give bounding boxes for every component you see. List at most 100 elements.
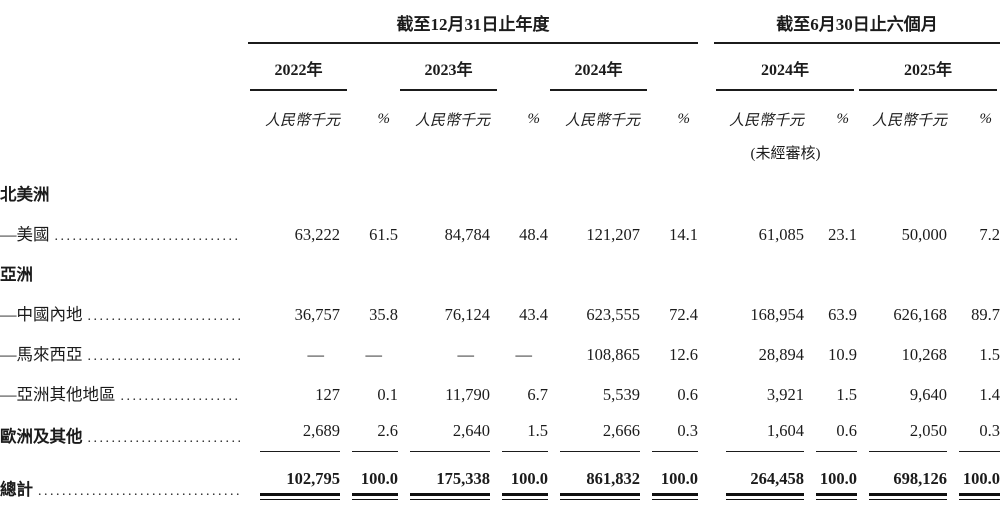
year-header-2025-interim: 2025年 <box>857 43 1000 91</box>
year-header-row: 2022年 2023年 2024年 2024年 2025年 <box>0 43 1000 91</box>
double-rule <box>410 493 490 500</box>
value-cell: 5,539 <box>602 385 640 404</box>
double-rule <box>560 493 640 500</box>
value-cell: 43.4 <box>519 305 548 324</box>
value-cell: 0.3 <box>640 413 698 455</box>
value-cell: 0.6 <box>804 413 857 455</box>
column-spacer <box>698 0 714 43</box>
double-rule <box>652 493 698 500</box>
value-cell: 127 <box>315 385 340 404</box>
row-label: 亞洲 <box>0 265 33 284</box>
data-row: —中國內地...................................… <box>0 293 1000 333</box>
value-cell: 72.4 <box>669 305 698 324</box>
unit-percent-header: % <box>377 111 391 127</box>
unit-percent-header: % <box>677 111 691 127</box>
value-cell: — <box>457 345 475 364</box>
double-rule <box>816 493 857 500</box>
row-label: 歐洲及其他...................................… <box>0 413 248 455</box>
data-row: —美國.....................................… <box>0 213 1000 253</box>
value-cell: 28,894 <box>758 345 804 364</box>
period-group-interim: 截至6月30日止六個月 <box>714 0 1000 44</box>
value-cell: 0.3 <box>947 413 1000 455</box>
value-cell: 698,126 <box>857 455 947 508</box>
double-rule <box>869 493 947 500</box>
unit-percent-header: % <box>836 111 850 127</box>
column-spacer <box>698 43 714 91</box>
value-cell: 63.9 <box>828 305 857 324</box>
value-cell: 626,168 <box>893 305 947 324</box>
period-group-annual: 截至12月31日止年度 <box>248 0 698 44</box>
unit-amount-header: 人民幣千元 <box>564 113 640 129</box>
section-row: 北美洲 <box>0 163 1000 213</box>
value-cell: 2.6 <box>340 413 398 455</box>
row-label: —馬來西亞...................................… <box>0 333 248 373</box>
value-cell: 2,050 <box>857 413 947 455</box>
period-header-row: 截至12月31日止年度 截至6月30日止六個月 <box>0 0 1000 44</box>
double-rule <box>502 493 548 500</box>
value-cell: 121,207 <box>586 225 640 244</box>
value-cell: 23.1 <box>828 225 857 244</box>
data-row: 歐洲及其他...................................… <box>0 413 1000 455</box>
value-cell: 2,666 <box>548 413 640 455</box>
value-cell: 108,865 <box>586 345 640 364</box>
value-cell: 861,832 <box>548 455 640 508</box>
dot-leader: ........................................… <box>87 431 241 446</box>
column-spacer <box>698 413 714 455</box>
unit-amount-header: 人民幣千元 <box>414 113 490 129</box>
value-cell: 623,555 <box>586 305 640 324</box>
double-rule <box>959 493 1000 500</box>
value-cell: 0.6 <box>677 385 698 404</box>
value-cell: 76,124 <box>444 305 490 324</box>
value-cell: — <box>365 345 383 364</box>
value-cell: 50,000 <box>901 225 947 244</box>
row-label: —美國.....................................… <box>0 225 240 244</box>
value-cell: 0.1 <box>377 385 398 404</box>
data-row: —馬來西亞...................................… <box>0 333 1000 373</box>
value-cell: 35.8 <box>369 305 398 324</box>
data-row: —亞洲其他地區.................................… <box>0 373 1000 413</box>
value-cell: 1,604 <box>714 413 804 455</box>
unit-percent-header: % <box>527 111 541 127</box>
value-cell: 2,640 <box>398 413 490 455</box>
label-column-header <box>0 0 248 43</box>
value-cell: — <box>515 345 533 364</box>
unaudited-note: (未經審核) <box>750 146 821 162</box>
value-cell: 175,338 <box>398 455 490 508</box>
value-cell: 84,784 <box>444 225 490 244</box>
value-cell: 100.0 <box>340 455 398 508</box>
row-label: —亞洲其他地區.................................… <box>0 385 240 404</box>
value-cell: 9,640 <box>909 385 947 404</box>
value-cell: 100.0 <box>640 455 698 508</box>
dot-leader: ........................................… <box>87 309 241 324</box>
total-row: 總計......................................… <box>0 455 1000 508</box>
unit-header-row: 人民幣千元 % 人民幣千元 % 人民幣千元 % 人民幣千元 % 人民幣千元 % <box>0 91 1000 132</box>
column-spacer <box>698 132 714 163</box>
column-spacer <box>698 293 714 333</box>
unit-amount-header: 人民幣千元 <box>871 113 947 129</box>
unaudited-note-row: (未經審核) <box>0 132 1000 163</box>
column-spacer <box>698 91 714 132</box>
row-label: 總計......................................… <box>0 455 248 508</box>
value-cell: 14.1 <box>669 225 698 244</box>
value-cell: 100.0 <box>804 455 857 508</box>
value-cell: 63,222 <box>294 225 340 244</box>
value-cell: 100.0 <box>490 455 548 508</box>
value-cell: 1.4 <box>979 385 1000 404</box>
unit-amount-header: 人民幣千元 <box>264 113 340 129</box>
value-cell: 264,458 <box>714 455 804 508</box>
row-label: —中國內地...................................… <box>0 293 248 333</box>
value-cell: 1.5 <box>836 385 857 404</box>
value-cell: 48.4 <box>519 225 548 244</box>
year-header-2024-interim: 2024年 <box>714 43 857 91</box>
column-spacer <box>698 213 714 253</box>
value-cell: 36,757 <box>294 305 340 324</box>
unit-amount-header: 人民幣千元 <box>728 113 804 129</box>
year-header-2023: 2023年 <box>398 43 548 91</box>
row-label: 北美洲 <box>0 185 50 204</box>
value-cell: 102,795 <box>248 455 340 508</box>
value-cell: 61.5 <box>369 225 398 244</box>
year-header-2022: 2022年 <box>248 43 398 91</box>
value-cell: 10,268 <box>901 345 947 364</box>
value-cell: 61,085 <box>758 225 804 244</box>
value-cell: — <box>307 345 325 364</box>
